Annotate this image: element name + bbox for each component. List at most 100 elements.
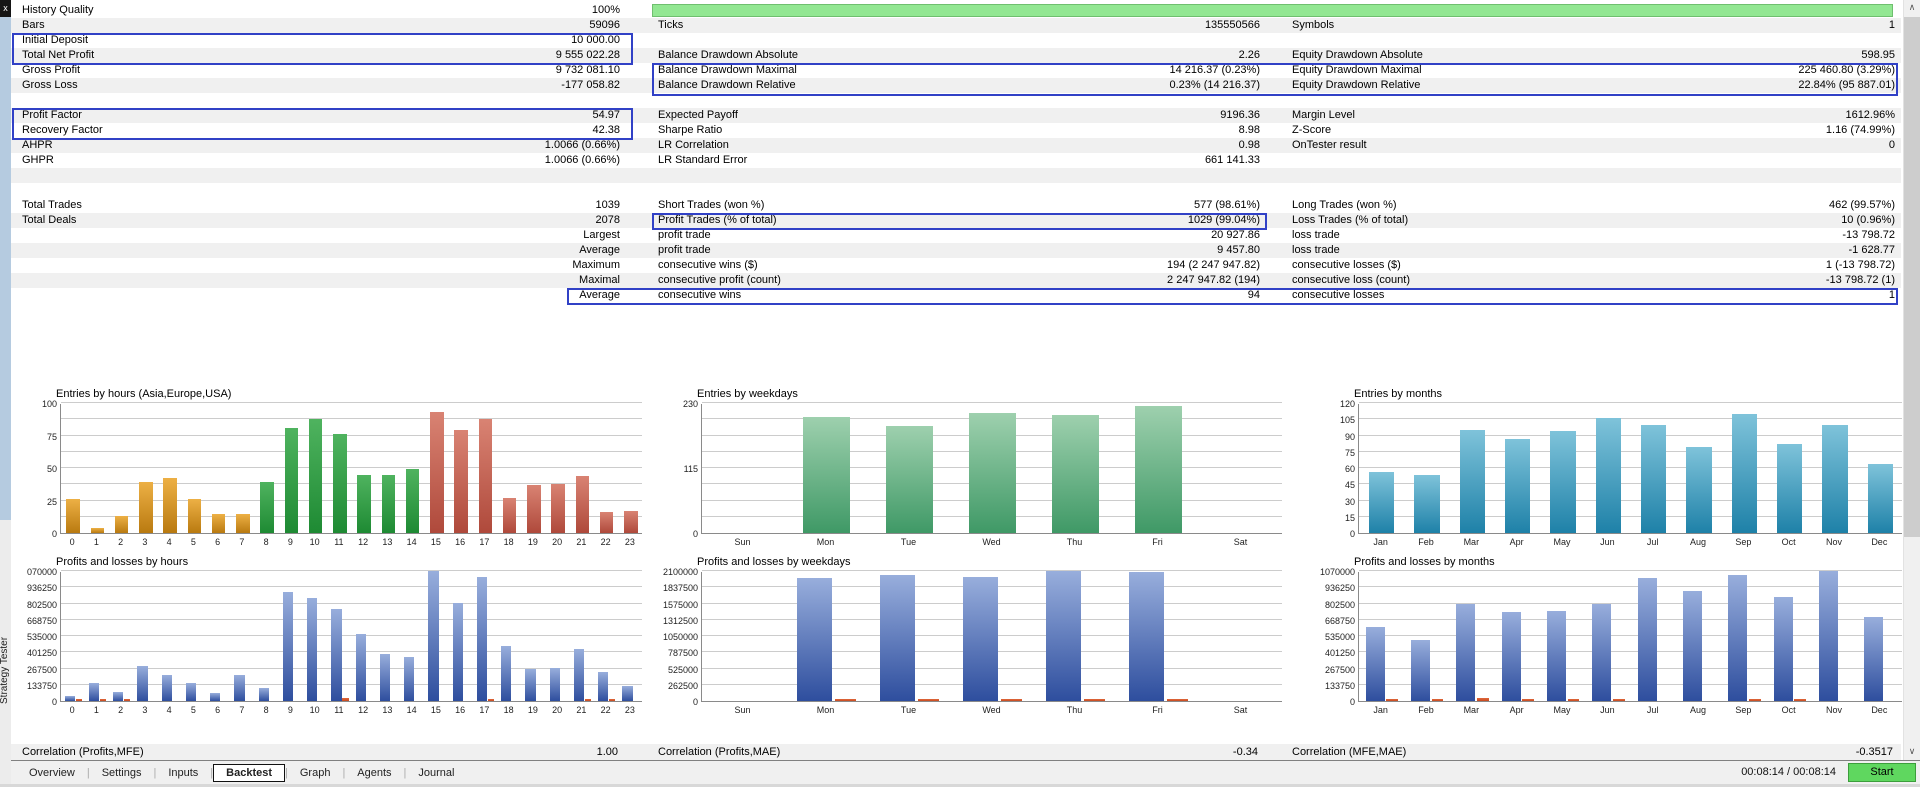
profit-bar <box>1638 578 1657 701</box>
bar <box>1052 415 1099 533</box>
chart-title: Entries by hours (Asia,Europe,USA) <box>56 388 231 400</box>
x-axis-tick-label: Apr <box>1494 537 1539 547</box>
stat-value: 598.95 <box>1861 49 1895 62</box>
x-axis-tick-label: 22 <box>594 537 618 547</box>
stat-value: 1612.96% <box>1845 109 1895 122</box>
x-axis-tick-label: Wed <box>950 705 1033 715</box>
x-axis-tick-label: 2 <box>109 537 133 547</box>
tab-journal[interactable]: Journal <box>406 764 466 782</box>
stats-row: History Quality100% <box>11 3 1903 18</box>
x-axis-tick-label: 12 <box>351 705 375 715</box>
bar <box>886 426 933 533</box>
y-axis-tick-label: 802500 <box>27 600 57 610</box>
x-axis-tick-label: 9 <box>278 537 302 547</box>
correlation-profits-mfe-label: Correlation (Profits,MFE) <box>22 746 144 759</box>
x-axis-tick-label: 23 <box>618 705 642 715</box>
stat-label: Gross Loss <box>22 79 78 92</box>
correlation-mfe-mae-label: Correlation (MFE,MAE) <box>1292 746 1406 759</box>
x-axis-tick-label: Mar <box>1449 705 1494 715</box>
tab-graph[interactable]: Graph <box>288 764 343 782</box>
profit-bar <box>404 657 414 701</box>
y-axis-tick-label: 1050000 <box>663 632 698 642</box>
stat-value: 9196.36 <box>1220 109 1260 122</box>
stat-value: -13 798.72 <box>1842 229 1895 242</box>
chart-plot-area <box>60 572 642 702</box>
x-axis-tick-label: 23 <box>618 537 642 547</box>
x-axis-tick-label: May <box>1539 537 1584 547</box>
y-axis-tick-label: 25 <box>47 497 57 507</box>
profit-bar <box>598 672 608 701</box>
x-axis-tick-label: 6 <box>206 537 230 547</box>
vertical-scrollbar[interactable]: ∧ ∨ <box>1903 0 1920 760</box>
stat-label: Balance Drawdown Maximal <box>658 64 797 77</box>
stat-label: Z-Score <box>1292 124 1331 137</box>
scrollbar-thumb[interactable] <box>1904 17 1920 537</box>
chart-pl-by-hours: Profits and losses by hours0133750267500… <box>14 556 650 718</box>
y-axis-tick-label: 2100000 <box>663 567 698 577</box>
stat-label: Balance Drawdown Absolute <box>658 49 798 62</box>
tab-settings[interactable]: Settings <box>90 764 154 782</box>
stat-label: Recovery Factor <box>22 124 103 137</box>
bar <box>624 511 637 533</box>
y-axis-tick-label: 115 <box>684 464 698 474</box>
stats-row: Total Net Profit9 555 022.28Balance Draw… <box>11 48 1903 63</box>
profit-bar <box>1774 597 1793 701</box>
x-axis-tick-label: Nov <box>1811 705 1856 715</box>
profit-bar <box>797 578 832 701</box>
y-axis-tick-label: 0 <box>1350 697 1355 707</box>
close-icon[interactable]: x <box>0 0 11 17</box>
gridline <box>61 619 642 620</box>
stats-row: Total Deals2078Profit Trades (% of total… <box>11 213 1903 228</box>
start-button[interactable]: Start <box>1848 763 1916 782</box>
x-axis-tick-label: Jun <box>1585 537 1630 547</box>
x-axis-tick-label: 4 <box>157 537 181 547</box>
stat-value: 577 (98.61%) <box>1194 199 1260 212</box>
stat-label: Equity Drawdown Absolute <box>1292 49 1423 62</box>
stat-value: 225 460.80 (3.29%) <box>1798 64 1895 77</box>
stat-label: consecutive losses ($) <box>1292 259 1401 272</box>
stat-value: 9 457.80 <box>1217 244 1260 257</box>
tab-overview[interactable]: Overview <box>17 764 87 782</box>
tab-agents[interactable]: Agents <box>345 764 403 782</box>
stat-label: consecutive losses <box>1292 289 1384 302</box>
stats-row: Profit Factor54.97Expected Payoff9196.36… <box>11 108 1903 123</box>
gridline <box>61 435 642 436</box>
tab-backtest[interactable]: Backtest <box>213 764 285 782</box>
profit-bar <box>380 654 390 701</box>
profit-bar <box>1592 604 1611 701</box>
y-axis-tick-label: 120 <box>1340 399 1355 409</box>
profit-bar <box>186 683 196 701</box>
bar <box>91 528 104 533</box>
stats-row: AHPR1.0066 (0.66%)LR Correlation0.98OnTe… <box>11 138 1903 153</box>
x-axis-tick-label: Thu <box>1033 705 1116 715</box>
y-axis-tick-label: 15 <box>1345 513 1355 523</box>
stat-value: Largest <box>583 229 620 242</box>
tab-inputs[interactable]: Inputs <box>156 764 210 782</box>
scroll-down-icon[interactable]: ∨ <box>1904 744 1920 760</box>
gridline <box>1359 418 1902 419</box>
chart-title: Profits and losses by hours <box>56 556 188 568</box>
profit-bar <box>880 575 915 701</box>
gridline <box>1359 467 1902 468</box>
stat-value: Average <box>579 244 620 257</box>
x-axis-tick-label: Aug <box>1675 705 1720 715</box>
stat-value: 1029 (99.04%) <box>1188 214 1260 227</box>
gridline <box>61 651 642 652</box>
x-axis-tick-label: 22 <box>594 705 618 715</box>
x-axis-tick-label: 1 <box>84 537 108 547</box>
stat-value: 2 247 947.82 (194) <box>1167 274 1260 287</box>
stats-row: Recovery Factor42.38Sharpe Ratio8.98Z-Sc… <box>11 123 1903 138</box>
x-axis-tick-label: Feb <box>1403 705 1448 715</box>
profit-bar <box>65 696 75 701</box>
profit-bar <box>1366 627 1385 701</box>
profit-bar <box>477 577 487 701</box>
chart-plot-area <box>60 404 642 534</box>
bar <box>1868 464 1893 533</box>
bar <box>1822 425 1847 533</box>
x-axis-tick-label: 21 <box>569 705 593 715</box>
x-axis-tick-label: 10 <box>303 537 327 547</box>
profit-bar <box>622 686 632 701</box>
stat-label: profit trade <box>658 244 711 257</box>
scroll-up-icon[interactable]: ∧ <box>1904 0 1920 16</box>
x-axis-tick-label: 19 <box>521 537 545 547</box>
